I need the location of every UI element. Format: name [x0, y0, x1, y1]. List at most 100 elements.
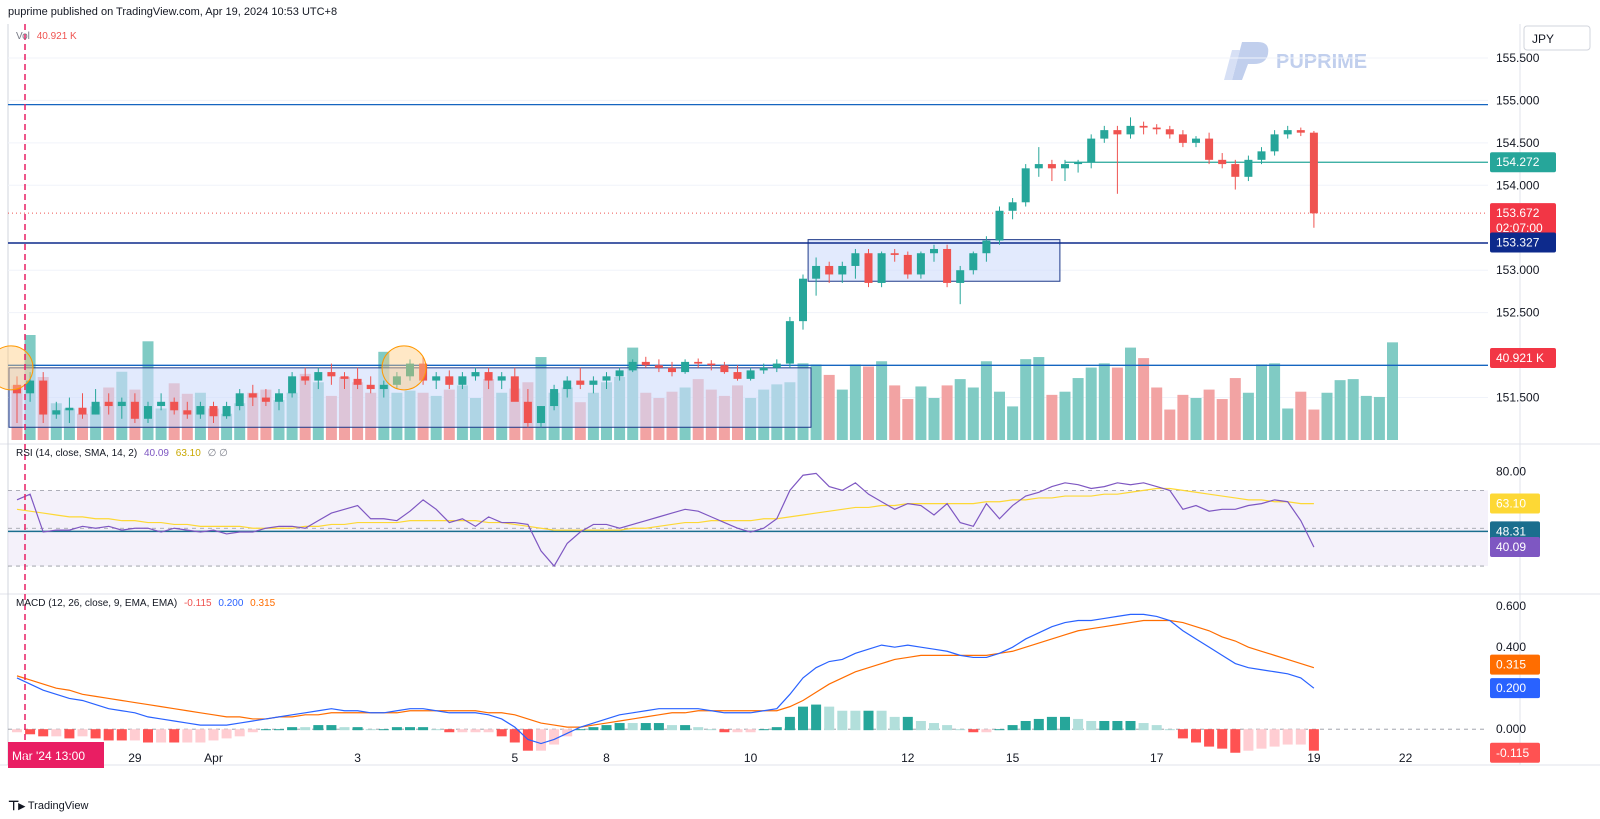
candle-body — [91, 401, 100, 415]
macd-histogram-bar — [1177, 729, 1188, 739]
macd-label: MACD (12, 26, close, 9, EMA, EMA) -0.115… — [16, 598, 276, 609]
time-tick-label: Apr — [204, 751, 223, 765]
volume-bar — [1111, 367, 1123, 440]
macd-histogram-bar — [1256, 729, 1267, 749]
candle-body — [432, 376, 441, 381]
rsi-extra: ∅ ∅ — [208, 448, 228, 459]
price-axis: 155.500 155.000 154.500 154.000 153.000 152.5… — [1490, 51, 1556, 763]
macd-histogram-bar — [850, 710, 861, 731]
candle-body — [65, 407, 74, 411]
macd-histogram-bar — [693, 727, 704, 731]
macd-histogram-bar — [339, 727, 350, 731]
candle-body — [1218, 159, 1227, 165]
macd-histogram-bar — [247, 729, 258, 733]
candle-body — [1192, 138, 1200, 143]
macd-histogram-bar — [640, 723, 651, 731]
candle-body — [550, 389, 559, 407]
volume-tag-bg — [1490, 348, 1556, 368]
time-cursor-tag-bg — [8, 742, 104, 768]
candle-body — [1205, 138, 1214, 160]
candle-body — [1165, 129, 1174, 135]
volume-bar — [823, 374, 835, 440]
macd-histogram-bar — [1243, 729, 1254, 751]
macd-histogram-bar — [260, 729, 271, 731]
candle-body — [1231, 164, 1240, 177]
time-tick-label: 8 — [603, 751, 610, 765]
candle-body — [222, 406, 231, 417]
macd-histogram-bar — [274, 729, 284, 731]
macd-histogram-bar — [955, 729, 966, 731]
macd-tag-bg — [1490, 654, 1540, 675]
macd-histogram-bar — [1007, 725, 1018, 731]
volume-bar — [810, 364, 822, 440]
puprime-logo-icon — [1224, 42, 1269, 80]
time-tick-label: 12 — [901, 751, 915, 765]
macd-histogram-bar — [1164, 729, 1175, 731]
macd-histogram-bar — [1112, 720, 1123, 731]
candle-body — [379, 384, 388, 390]
candle-body — [707, 363, 716, 366]
macd-histogram-bar — [614, 723, 625, 731]
candle-body — [641, 361, 650, 366]
horizontal-levels[interactable] — [8, 104, 1488, 366]
volume-bar — [1360, 395, 1372, 440]
macd-histogram-bar — [1046, 716, 1057, 731]
candle-body — [1061, 164, 1069, 169]
macd-histogram-bar — [1138, 723, 1149, 731]
macd-histogram-bar — [680, 725, 691, 731]
candle-body — [1074, 162, 1083, 165]
time-tick-label: 22 — [1399, 751, 1413, 765]
macd-histogram-bar — [575, 729, 586, 731]
volume-bar — [1387, 342, 1398, 440]
macd-histogram-bar — [116, 729, 127, 741]
candle-body — [1113, 130, 1122, 135]
volume-label-text: Vol — [16, 31, 30, 42]
watermark-text: PUPRIME — [1276, 51, 1367, 73]
currency-label[interactable]: JPY — [1523, 25, 1591, 51]
volume-bar — [836, 389, 848, 440]
macd-histogram-bar — [1086, 720, 1097, 731]
macd-histogram-bar — [915, 720, 926, 731]
macd-histogram-bar — [994, 729, 1005, 731]
macd-histogram-bar — [745, 729, 756, 733]
candle-body — [851, 253, 860, 266]
volume-bar — [1347, 379, 1359, 440]
candle-body — [248, 393, 257, 398]
macd-histogram-bar — [64, 729, 75, 739]
candle-body — [720, 365, 729, 373]
macd-pane — [8, 613, 1488, 753]
time-axis: Mar '24 13:00 29 Apr 3 5 8 10 12 15 17 19 22 — [8, 742, 1413, 768]
macd-histogram-bar — [771, 727, 782, 731]
candle-body — [170, 401, 179, 411]
volume-bar — [1125, 347, 1136, 440]
volume-tag-value: 40.921 K — [1496, 351, 1544, 365]
macd-histogram-bar — [129, 729, 140, 741]
rsi-tag-bg — [1490, 493, 1540, 514]
footer-brand: TradingView — [27, 800, 89, 812]
macd-tick-label: 0.400 — [1496, 640, 1526, 654]
macd-histogram-bar — [287, 727, 298, 731]
candle-body — [261, 397, 270, 402]
macd-histogram-bar — [588, 727, 599, 731]
volume-bar — [849, 364, 861, 440]
macd-histogram-bar — [732, 729, 743, 733]
volume-bar — [1282, 408, 1294, 440]
candle-body — [353, 378, 362, 385]
macd-histogram-bar — [195, 729, 206, 743]
rsi-line — [16, 472, 1315, 568]
macd-histogram-bar — [1020, 720, 1031, 731]
candle-body — [1021, 168, 1030, 203]
macd-tick-label: 0.000 — [1496, 722, 1526, 736]
candle-body — [366, 384, 375, 390]
volume-bar — [1033, 357, 1045, 440]
time-cursor-tag: Mar '24 13:00 — [12, 749, 85, 763]
macd-histogram-bar — [221, 729, 232, 739]
volume-bar — [915, 386, 927, 440]
volume-bar — [1242, 392, 1254, 440]
volume-bar — [954, 379, 966, 440]
range-boxes[interactable] — [8, 239, 1061, 428]
candle-body — [1270, 134, 1279, 152]
macd-histogram-bar — [1060, 716, 1070, 731]
macd-histogram-bar — [156, 729, 167, 743]
